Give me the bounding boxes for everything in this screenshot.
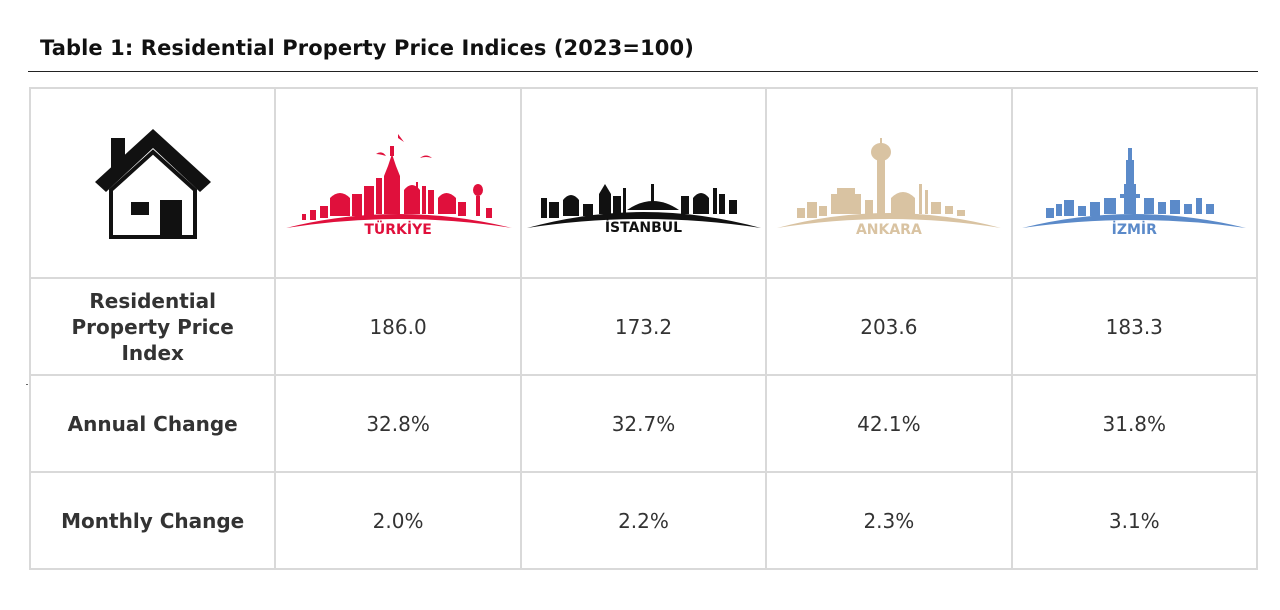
margin-mark <box>26 384 28 385</box>
table-cell: 31.8% <box>1010 374 1259 473</box>
row-label: Residential Property Price Index <box>28 277 277 376</box>
izmir-skyline-icon <box>1022 148 1247 228</box>
header-icon-cell <box>28 87 277 279</box>
table-cell: 183.3 <box>1010 277 1259 376</box>
row-label-text: Residential Property Price Index <box>71 288 234 365</box>
row-label-text: Annual Change <box>67 411 238 436</box>
table-cell: 32.7% <box>519 374 768 473</box>
table-header-row: TÜRKİYE <box>28 87 1259 279</box>
ankara-skyline-icon <box>776 138 1001 228</box>
city-name-turkiye: TÜRKİYE <box>364 222 432 238</box>
table-cell: 186.0 <box>274 277 522 376</box>
row-label: Monthly Change <box>28 471 277 570</box>
house-icon <box>94 129 211 239</box>
table-cell: 173.2 <box>519 277 768 376</box>
table-cell: 42.1% <box>765 374 1013 473</box>
city-name-izmir: İZMİR <box>1111 222 1157 238</box>
table-cell: 3.1% <box>1010 471 1259 570</box>
table-cell: 2.0% <box>274 471 522 570</box>
city-name-ankara: ANKARA <box>855 222 922 238</box>
turkiye-skyline-icon <box>286 134 513 228</box>
table-cell: 32.8% <box>274 374 522 473</box>
istanbul-skyline-icon <box>527 184 762 228</box>
price-index-table: TÜRKİYE <box>28 87 1259 570</box>
city-header-istanbul: İSTANBUL <box>519 87 768 279</box>
table-cell: 2.2% <box>519 471 768 570</box>
row-label: Annual Change <box>28 374 277 473</box>
table-title: Table 1: Residential Property Price Indi… <box>40 36 694 60</box>
city-header-turkiye: TÜRKİYE <box>274 87 522 279</box>
table-row: Monthly Change 2.0% 2.2% 2.3% 3.1% <box>28 471 1259 570</box>
city-header-ankara: ANKARA <box>765 87 1013 279</box>
city-header-izmir: İZMİR <box>1010 87 1259 279</box>
table-row: Annual Change 32.8% 32.7% 42.1% 31.8% <box>28 374 1259 473</box>
city-name-istanbul: İSTANBUL <box>604 220 683 236</box>
table-cell: 203.6 <box>765 277 1013 376</box>
table-row: Residential Property Price Index 186.0 1… <box>28 277 1259 376</box>
table-cell: 2.3% <box>765 471 1013 570</box>
row-label-text: Monthly Change <box>61 508 245 533</box>
title-divider <box>28 71 1258 72</box>
